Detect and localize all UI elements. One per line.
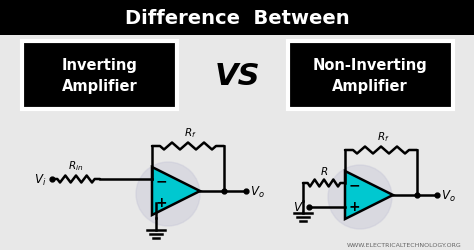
- Text: Non-Inverting
Amplifier: Non-Inverting Amplifier: [313, 58, 428, 94]
- Text: $R_f$: $R_f$: [377, 130, 389, 143]
- Bar: [0, 0, 474, 36]
- Circle shape: [136, 162, 200, 226]
- Text: $V_o$: $V_o$: [250, 184, 264, 199]
- Text: −: −: [155, 173, 167, 187]
- Text: $R$: $R$: [320, 164, 328, 176]
- Text: −: −: [348, 177, 360, 191]
- Text: VS: VS: [214, 62, 260, 91]
- Text: Inverting
Amplifier: Inverting Amplifier: [62, 58, 138, 94]
- Text: Difference  Between: Difference Between: [125, 8, 349, 28]
- Text: +: +: [348, 199, 360, 213]
- Text: $V_i$: $V_i$: [34, 172, 46, 187]
- Text: $V_o$: $V_o$: [441, 188, 456, 203]
- Text: +: +: [155, 195, 167, 209]
- FancyBboxPatch shape: [288, 42, 453, 110]
- Text: $V_i$: $V_i$: [293, 200, 305, 215]
- Text: $R_{in}$: $R_{in}$: [68, 158, 84, 172]
- Text: WWW.ELECTRICALTECHNOLOGY.ORG: WWW.ELECTRICALTECHNOLOGY.ORG: [347, 242, 462, 247]
- Polygon shape: [152, 167, 200, 215]
- FancyBboxPatch shape: [22, 42, 177, 110]
- Text: $R_f$: $R_f$: [183, 126, 196, 140]
- Polygon shape: [345, 171, 393, 219]
- Circle shape: [328, 165, 392, 229]
